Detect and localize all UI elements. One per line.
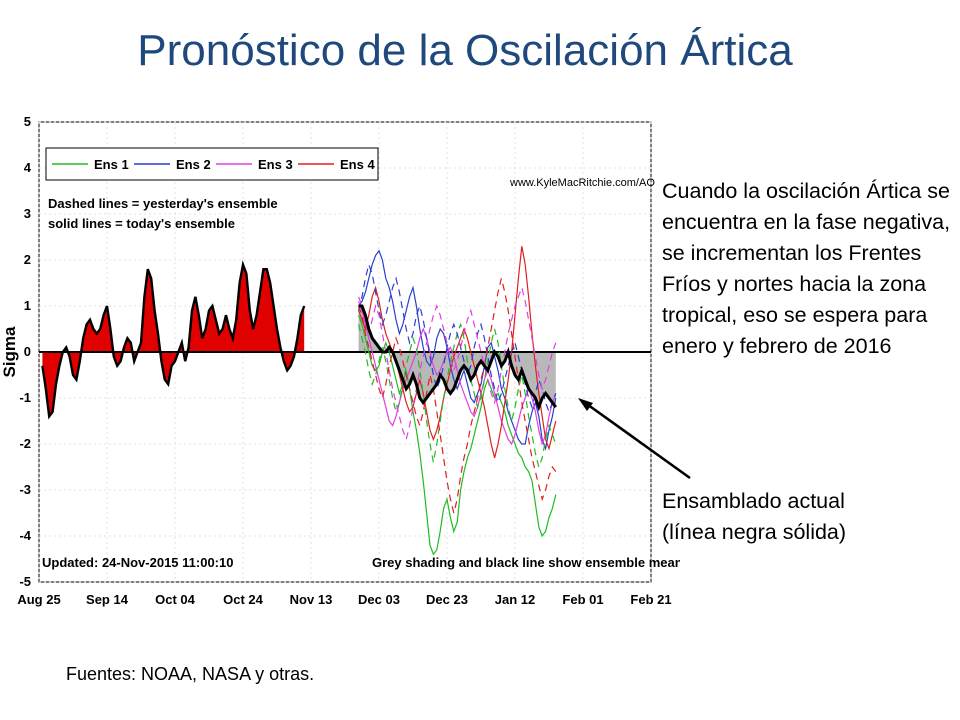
ensemble-pointer-label: Ensamblado actual (línea negra sólida) <box>662 489 847 544</box>
series-ens-2-dashed <box>358 262 557 414</box>
pointer-arrow <box>583 400 691 480</box>
legend-note-dashed: Dashed lines = yesterday's ensemble <box>48 196 278 211</box>
legend-label-ens-2: Ens 2 <box>176 157 211 172</box>
y-tick-label: 5 <box>24 114 31 129</box>
ao-explanation-text: Cuando la oscilación Ártica se encuentra… <box>662 179 951 358</box>
x-tick-label: Jan 12 <box>495 592 535 607</box>
legend-label-ens-4: Ens 4 <box>340 157 375 172</box>
x-axis-ticks: Aug 25 Sep 14 Oct 04 Oct 24 Nov 13 Dec 03 Dec … <box>17 592 671 607</box>
sources-note: Fuentes: NOAA, NASA y otras. <box>66 664 315 684</box>
y-tick-label: -3 <box>19 482 31 497</box>
y-tick-label: -4 <box>19 528 31 543</box>
y-tick-label: 4 <box>24 160 32 175</box>
x-tick-label: Aug 25 <box>17 592 60 607</box>
series-ens-2-solid <box>358 249 557 451</box>
updated-timestamp: Updated: 24-Nov-2015 11:00:10 <box>42 555 233 570</box>
y-axis-ticks: 5 4 3 2 1 0 -1 -2 -3 -4 -5 <box>19 114 31 589</box>
observed-line <box>41 260 306 420</box>
y-tick-label: 1 <box>24 298 31 313</box>
watermark: www.KyleMacRitchie.com/AO <box>509 177 655 189</box>
y-axis-label: Sigma <box>0 326 19 378</box>
series-ens-1-solid <box>358 314 557 556</box>
legend: Ens 1 Ens 2 Ens 3 Ens 4 <box>45 147 379 181</box>
x-tick-label: Feb 01 <box>562 592 603 607</box>
x-tick-label: Dec 23 <box>426 592 468 607</box>
y-tick-label: -2 <box>19 436 31 451</box>
shading-note: Grey shading and black line show ensembl… <box>372 555 680 570</box>
y-tick-label: 3 <box>24 206 31 221</box>
legend-note-solid: solid lines = today's ensemble <box>48 216 235 231</box>
x-tick-label: Feb 21 <box>630 592 671 607</box>
y-tick-label: 0 <box>24 344 31 359</box>
y-tick-label: -5 <box>19 574 31 589</box>
legend-label-ens-3: Ens 3 <box>258 157 293 172</box>
series-ens-3-solid <box>358 301 557 447</box>
y-tick-label: -1 <box>19 390 31 405</box>
legend-label-ens-1: Ens 1 <box>94 157 129 172</box>
series-ens-3-dashed <box>358 285 557 442</box>
slide-title: Pronóstico de la Oscilación Ártica <box>137 26 793 75</box>
ensemble-mean-line <box>358 304 558 412</box>
x-tick-label: Sep 14 <box>86 592 129 607</box>
observed-line <box>41 260 306 420</box>
x-tick-label: Oct 04 <box>155 592 196 607</box>
ensemble-mean-line <box>358 304 558 412</box>
series-ens-4-dashed <box>358 278 557 514</box>
pointer-arrowhead <box>578 398 593 411</box>
x-tick-label: Nov 13 <box>290 592 333 607</box>
y-tick-label: 2 <box>24 252 31 267</box>
ao-forecast-chart: 5 4 3 2 1 0 -1 -2 -3 -4 -5 Aug 25 Sep 14 Oct 04 Oct 2… <box>0 114 680 607</box>
x-tick-label: Oct 24 <box>223 592 264 607</box>
x-tick-label: Dec 03 <box>358 592 400 607</box>
